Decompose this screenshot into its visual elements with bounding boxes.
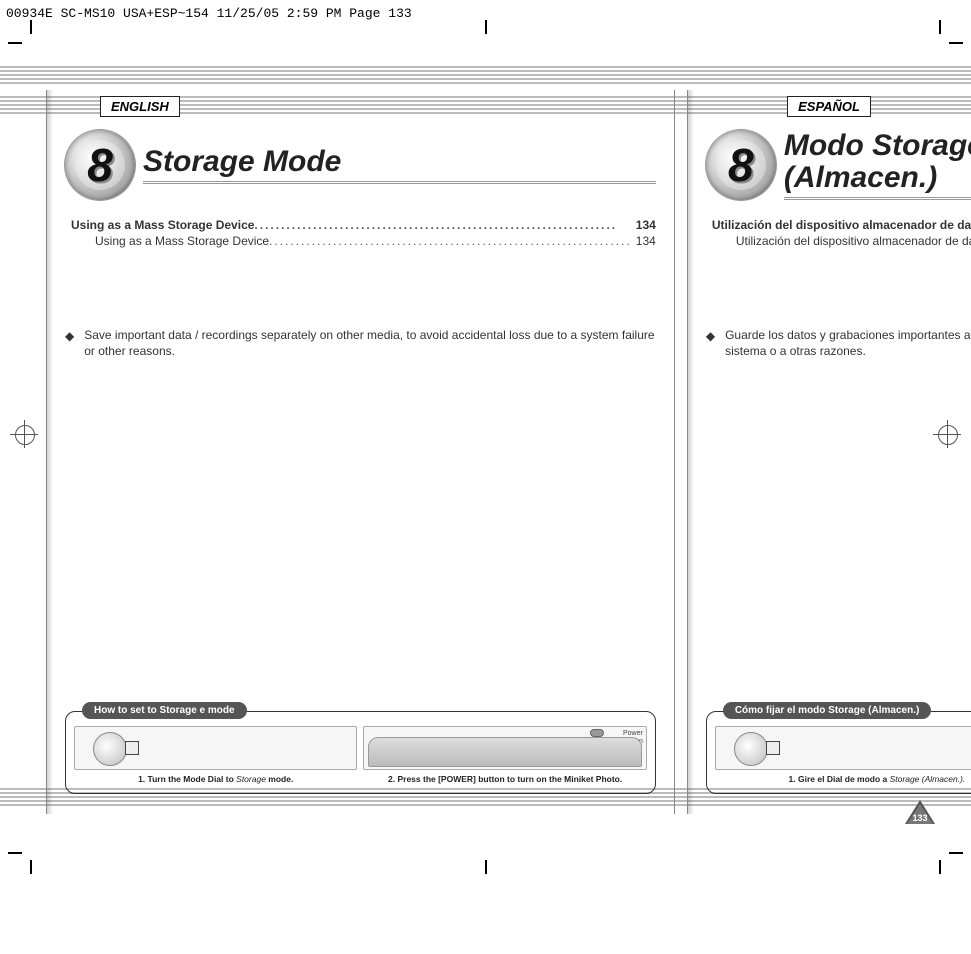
- note-en: ◆ Save important data / recordings separ…: [65, 328, 656, 359]
- chapter-title-en: Storage Mode: [143, 146, 656, 178]
- lang-label-spanish: ESPAÑOL: [787, 96, 871, 117]
- note-bullet-icon: ◆: [706, 329, 715, 359]
- toc-main-label: Using as a Mass Storage Device: [71, 218, 254, 232]
- chapter-number: 8: [65, 130, 135, 200]
- crop-mark: [8, 42, 22, 44]
- toc-dots: [254, 218, 631, 232]
- registration-mark-left: [10, 420, 38, 448]
- crop-mark: [939, 20, 941, 34]
- crop-mark: [30, 20, 32, 34]
- step-1: 1. Turn the Mode Dial to Storage mode.: [74, 726, 357, 785]
- howto-steps: 1. Gire el Dial de modo a Storage (Almac…: [715, 726, 971, 785]
- crop-mark: [949, 42, 963, 44]
- toc-main-page: 134: [632, 218, 656, 232]
- chapter-number: 8: [706, 130, 776, 200]
- step2-caption: 2. Press the [POWER] button to turn on t…: [363, 774, 646, 785]
- step-1: 1. Gire el Dial de modo a Storage (Almac…: [715, 726, 971, 785]
- step2-caption-bold: 2. Press the [POWER] button to turn on t…: [388, 774, 622, 784]
- crop-mark: [30, 860, 32, 874]
- step1-caption-after: mode.: [266, 774, 293, 784]
- column-shadow: [47, 90, 53, 814]
- crop-mark: [939, 860, 941, 874]
- title-underline: [784, 197, 971, 200]
- howto-box-es: Cómo fijar el modo Storage (Almacen.) 1.…: [706, 711, 971, 794]
- page-columns: 8 Storage Mode Using as a Mass Storage D…: [40, 90, 931, 814]
- chapter-number-circle: 8: [65, 130, 135, 200]
- page-number-badge: 133: [905, 800, 935, 824]
- howto-title-es: Cómo fijar el modo Storage (Almacen.): [723, 702, 931, 719]
- column-shadow: [688, 90, 694, 814]
- title-underline: [143, 181, 656, 184]
- bg-stripe-top: [0, 66, 971, 84]
- step1-caption: 1. Turn the Mode Dial to Storage mode.: [74, 774, 357, 785]
- chapter-header-en: 8 Storage Mode: [65, 130, 656, 200]
- toc-main-row: Using as a Mass Storage Device 134: [71, 218, 656, 232]
- mode-dial-illustration: [74, 726, 357, 770]
- step1-caption-italic: Storage: [236, 774, 266, 784]
- note-text: Save important data / recordings separat…: [84, 328, 656, 359]
- note-es: ◆ Guarde los datos y grabaciones importa…: [706, 328, 971, 359]
- crop-mark: [8, 852, 22, 854]
- toc-en: Using as a Mass Storage Device 134 Using…: [71, 218, 656, 248]
- power-button-illustration: Power Button: [363, 726, 646, 770]
- chapter-title-line1: Modo Storage: [784, 129, 971, 162]
- step1-caption-bold: 1. Turn the Mode Dial to: [138, 774, 236, 784]
- howto-title-en: How to set to Storage e mode: [82, 702, 247, 719]
- toc-main-row: Utilización del dispositivo almacenador …: [712, 218, 971, 232]
- toc-sub-label: Utilización del dispositivo almacenador …: [736, 234, 971, 248]
- toc-sub-row: Using as a Mass Storage Device 134: [71, 234, 656, 248]
- toc-dots: [269, 234, 632, 248]
- toc-main-label: Utilización del dispositivo almacenador …: [712, 218, 971, 232]
- toc-sub-label: Using as a Mass Storage Device: [95, 234, 269, 248]
- crop-mark: [485, 860, 487, 874]
- lang-label-english: ENGLISH: [100, 96, 180, 117]
- toc-sub-row: Utilización del dispositivo almacenador …: [712, 234, 971, 248]
- column-spanish: 8 Modo Storage (Almacen.) Utilización de…: [687, 90, 971, 814]
- toc-es: Utilización del dispositivo almacenador …: [712, 218, 971, 248]
- crop-mark: [485, 20, 487, 34]
- registration-mark-right: [933, 420, 961, 448]
- chapter-header-es: 8 Modo Storage (Almacen.): [706, 130, 971, 200]
- column-english: 8 Storage Mode Using as a Mass Storage D…: [46, 90, 675, 814]
- page-number: 133: [905, 813, 935, 823]
- step1-caption: 1. Gire el Dial de modo a Storage (Almac…: [715, 774, 971, 785]
- step1-caption-bold: 1. Gire el Dial de modo a: [789, 774, 890, 784]
- chapter-number-circle: 8: [706, 130, 776, 200]
- note-text: Guarde los datos y grabaciones important…: [725, 328, 971, 359]
- step-2: Power Button 2. Press the [POWER] button…: [363, 726, 646, 785]
- crop-mark: [949, 852, 963, 854]
- mode-dial-illustration: [715, 726, 971, 770]
- print-header: 00934E SC-MS10 USA+ESP~154 11/25/05 2:59…: [6, 6, 412, 21]
- chapter-title-es: Modo Storage (Almacen.): [784, 130, 971, 193]
- step1-caption-italic: Storage (Almacen.).: [890, 774, 966, 784]
- note-bullet-icon: ◆: [65, 329, 74, 359]
- howto-steps: 1. Turn the Mode Dial to Storage mode. P…: [74, 726, 647, 785]
- toc-sub-page: 134: [632, 234, 656, 248]
- chapter-title-line2: (Almacen.): [784, 161, 937, 194]
- howto-box-en: How to set to Storage e mode 1. Turn the…: [65, 711, 656, 794]
